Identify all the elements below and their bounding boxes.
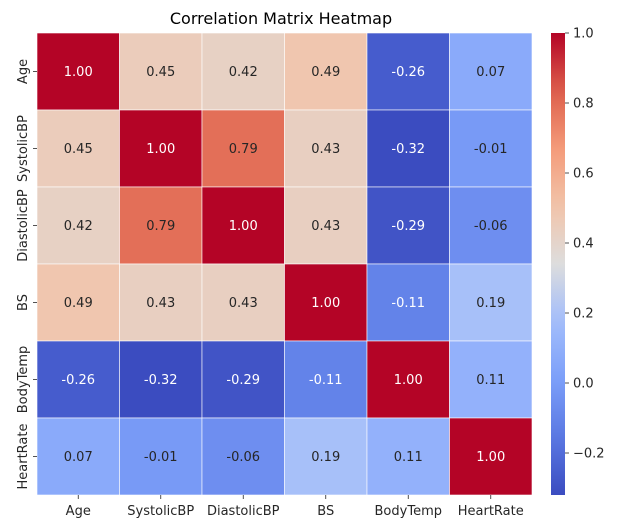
colorbar-tick-label: −0.2 xyxy=(573,447,605,462)
cell-value-label: 1.00 xyxy=(229,219,258,234)
heatmap-cell-systolicbp-bs xyxy=(284,109,368,188)
chart-title: Correlation Matrix Heatmap xyxy=(170,9,392,28)
colorbar-tick-label: 0.2 xyxy=(573,307,594,322)
cell-value-label: 0.07 xyxy=(476,65,505,80)
cell-value-label: 1.00 xyxy=(64,65,93,80)
cell-value-label: -0.11 xyxy=(391,296,425,311)
cell-value-label: 0.42 xyxy=(229,65,258,80)
heatmap-cell-bodytemp-heartrate xyxy=(449,340,533,419)
cell-value-label: 1.00 xyxy=(146,142,175,157)
cell-value-label: 0.43 xyxy=(229,296,258,311)
cell-value-label: -0.32 xyxy=(391,142,425,157)
heatmap-cell-diastolicbp-diastolicbp xyxy=(201,186,285,265)
heatmap-cell-bodytemp-bodytemp xyxy=(366,340,450,419)
cell-value-label: 0.11 xyxy=(476,373,505,388)
colorbar-tick-label: 0.8 xyxy=(573,97,594,112)
cell-value-label: -0.29 xyxy=(226,373,260,388)
heatmap-cell-systolicbp-heartrate xyxy=(449,109,533,188)
cell-value-label: -0.06 xyxy=(226,450,260,465)
cell-value-label: 0.49 xyxy=(64,296,93,311)
heatmap-cell-age-systolicbp xyxy=(119,32,203,111)
heatmap-cell-heartrate-bodytemp xyxy=(366,417,450,496)
cell-value-label: -0.01 xyxy=(474,142,508,157)
cell-value-label: -0.26 xyxy=(61,373,95,388)
cell-value-label: 0.79 xyxy=(229,142,258,157)
colorbar-tick-label: 0.6 xyxy=(573,167,594,182)
cell-value-label: 0.19 xyxy=(476,296,505,311)
y-tick-label: HeartRate xyxy=(16,424,31,490)
colorbar-gradient xyxy=(551,33,565,495)
cell-value-label: 1.00 xyxy=(311,296,340,311)
x-tick-label: HeartRate xyxy=(458,504,524,519)
cell-value-labels: 1.00 0.45 0.42 0.49 -0.26 0.07 0.45 1.00 0.79 0.4… xyxy=(61,65,507,465)
heatmap-cell-heartrate-age xyxy=(36,417,120,496)
heatmap-cell-bs-systolicbp xyxy=(119,263,203,342)
cell-value-label: 0.43 xyxy=(311,219,340,234)
y-tick-labels: Age SystolicBP DiastolicBP BS BodyTemp HeartR… xyxy=(16,59,37,490)
cell-value-label: 0.45 xyxy=(64,142,93,157)
x-tick-label: BodyTemp xyxy=(375,504,442,519)
heatmap-cell-age-bs xyxy=(284,32,368,111)
heatmap-cell-diastolicbp-systolicbp xyxy=(119,186,203,265)
heatmap-cell-diastolicbp-bodytemp xyxy=(366,186,450,265)
x-tick-label: BS xyxy=(317,504,334,519)
cell-value-label: -0.29 xyxy=(391,219,425,234)
colorbar-tick-label: 1.0 xyxy=(573,27,594,42)
heatmap-cell-bs-age xyxy=(36,263,120,342)
cell-value-label: -0.01 xyxy=(144,450,178,465)
cell-value-label: -0.11 xyxy=(309,373,343,388)
heatmap-cell-diastolicbp-bs xyxy=(284,186,368,265)
x-tick-label: Age xyxy=(66,504,91,519)
heatmap-cell-systolicbp-systolicbp xyxy=(119,109,203,188)
cell-value-label: 0.45 xyxy=(146,65,175,80)
x-tick-label: SystolicBP xyxy=(127,504,194,519)
cell-value-label: 0.49 xyxy=(311,65,340,80)
heatmap-cell-age-heartrate xyxy=(449,32,533,111)
cell-value-label: 0.11 xyxy=(394,450,423,465)
heatmap-cell-diastolicbp-heartrate xyxy=(449,186,533,265)
y-tick-label: Age xyxy=(16,59,31,84)
heatmap-cell-age-bodytemp xyxy=(366,32,450,111)
heatmap-cells xyxy=(36,32,533,496)
heatmap-cell-diastolicbp-age xyxy=(36,186,120,265)
heatmap-cell-bs-bs xyxy=(284,263,368,342)
heatmap-cell-bodytemp-age xyxy=(36,340,120,419)
x-tick-labels: Age SystolicBP DiastolicBP BS BodyTemp HeartR… xyxy=(66,495,524,519)
y-tick-label: BS xyxy=(16,294,31,311)
cell-value-label: 0.43 xyxy=(311,142,340,157)
heatmap-cell-bs-bodytemp xyxy=(366,263,450,342)
cell-value-label: 1.00 xyxy=(476,450,505,465)
heatmap-cell-bs-diastolicbp xyxy=(201,263,285,342)
heatmap-cell-age-diastolicbp xyxy=(201,32,285,111)
cell-value-label: 1.00 xyxy=(394,373,423,388)
cell-value-label: 0.07 xyxy=(64,450,93,465)
x-tick-label: DiastolicBP xyxy=(207,504,280,519)
cell-value-label: -0.26 xyxy=(391,65,425,80)
heatmap-cell-bodytemp-bs xyxy=(284,340,368,419)
colorbar-tick-label: 0.4 xyxy=(573,237,594,252)
heatmap-cell-bs-heartrate xyxy=(449,263,533,342)
heatmap-cell-age-age xyxy=(36,32,120,111)
cell-value-label: 0.43 xyxy=(146,296,175,311)
colorbar-tick-label: 0.0 xyxy=(573,377,594,392)
y-tick-label: BodyTemp xyxy=(16,346,31,413)
cell-value-label: 0.79 xyxy=(146,219,175,234)
cell-value-label: -0.32 xyxy=(144,373,178,388)
cell-value-label: 0.19 xyxy=(311,450,340,465)
cell-value-label: 0.42 xyxy=(64,219,93,234)
heatmap-cell-heartrate-heartrate xyxy=(449,417,533,496)
y-tick-label: DiastolicBP xyxy=(16,189,31,262)
heatmap-cell-bodytemp-diastolicbp xyxy=(201,340,285,419)
colorbar: 1.0 0.8 0.6 0.4 0.2 0.0 −0.2 xyxy=(551,27,605,495)
cell-value-label: -0.06 xyxy=(474,219,508,234)
y-tick-label: SystolicBP xyxy=(16,115,31,182)
